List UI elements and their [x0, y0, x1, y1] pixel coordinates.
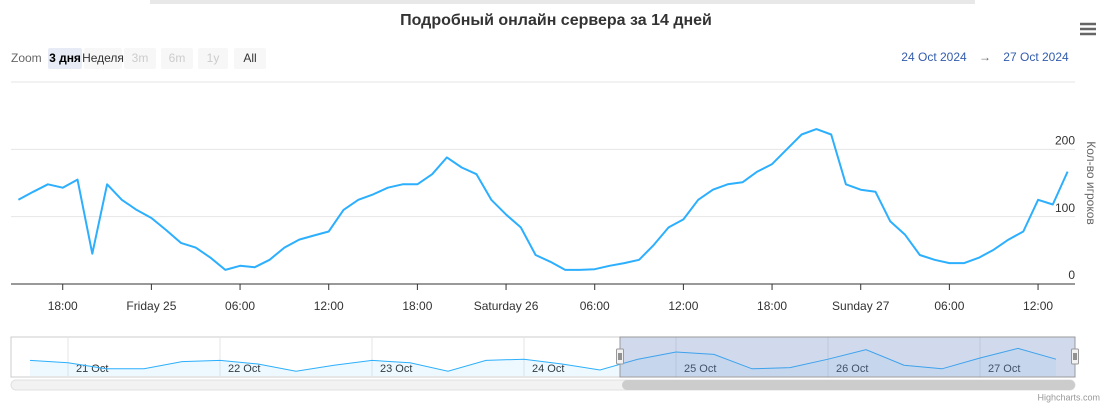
navigator-outline — [10, 336, 1076, 378]
series-line — [17, 128, 1069, 271]
range-button-bg — [124, 48, 156, 69]
navigator-label: 26 Oct — [836, 363, 868, 375]
range-button[interactable]: 3 дня — [49, 51, 81, 65]
navigator-label: 23 Oct — [380, 363, 412, 375]
range-button: 1y — [207, 51, 220, 65]
credits[interactable]: Highcharts.com — [1037, 392, 1100, 402]
y-tick-label: 100 — [1055, 201, 1075, 215]
x-tick-label: 12:00 — [1023, 299, 1053, 313]
y-axis-title: Кол-во игроков — [1084, 141, 1098, 225]
range-button: 6m — [169, 51, 186, 65]
page-scrollbar — [150, 0, 975, 4]
navigator-label: 27 Oct — [988, 363, 1020, 375]
navigator-handle[interactable] — [1071, 348, 1079, 365]
x-tick-label: 06:00 — [225, 299, 255, 313]
range-button-bg[interactable] — [234, 48, 266, 69]
range-button-bg — [198, 48, 228, 69]
menu-button[interactable] — [1076, 18, 1100, 40]
date-arrow: → — [979, 50, 991, 64]
x-tick-label: 06:00 — [934, 299, 964, 313]
navigator-label: 21 Oct — [76, 363, 108, 375]
x-tick-label: Saturday 26 — [474, 299, 539, 313]
y-tick-label: 200 — [1055, 134, 1075, 148]
navigator-label: 22 Oct — [228, 363, 260, 375]
navigator-handle[interactable] — [616, 348, 624, 365]
x-tick-label: 06:00 — [580, 299, 610, 313]
x-tick-label: 18:00 — [402, 299, 432, 313]
range-button-bg[interactable] — [84, 48, 122, 69]
range-button-bg[interactable] — [48, 48, 82, 69]
navigator-line — [29, 347, 1057, 372]
x-tick-label: Sunday 27 — [832, 299, 890, 313]
x-tick-label: 18:00 — [757, 299, 787, 313]
date-from[interactable]: 24 Oct 2024 — [901, 50, 967, 64]
range-button[interactable]: Неделя — [82, 51, 124, 65]
range-button-bg — [161, 48, 193, 69]
navigator-label: 25 Oct — [684, 363, 716, 375]
scrollbar-thumb[interactable] — [622, 380, 1075, 390]
x-tick-label: 18:00 — [48, 299, 78, 313]
date-to[interactable]: 27 Oct 2024 — [1003, 50, 1069, 64]
navigator-mask[interactable] — [619, 336, 1076, 378]
x-tick-label: 12:00 — [314, 299, 344, 313]
chart-title: Подробный онлайн сервера за 14 дней — [400, 12, 712, 29]
navigator-label: 24 Oct — [532, 363, 564, 375]
navigator-area — [30, 348, 1056, 376]
y-tick-label: 0 — [1068, 268, 1075, 282]
range-button: 3m — [132, 51, 149, 65]
x-tick-label: 12:00 — [668, 299, 698, 313]
zoom-label: Zoom — [11, 51, 42, 65]
range-button[interactable]: All — [243, 51, 256, 65]
x-tick-label: Friday 25 — [126, 299, 176, 313]
